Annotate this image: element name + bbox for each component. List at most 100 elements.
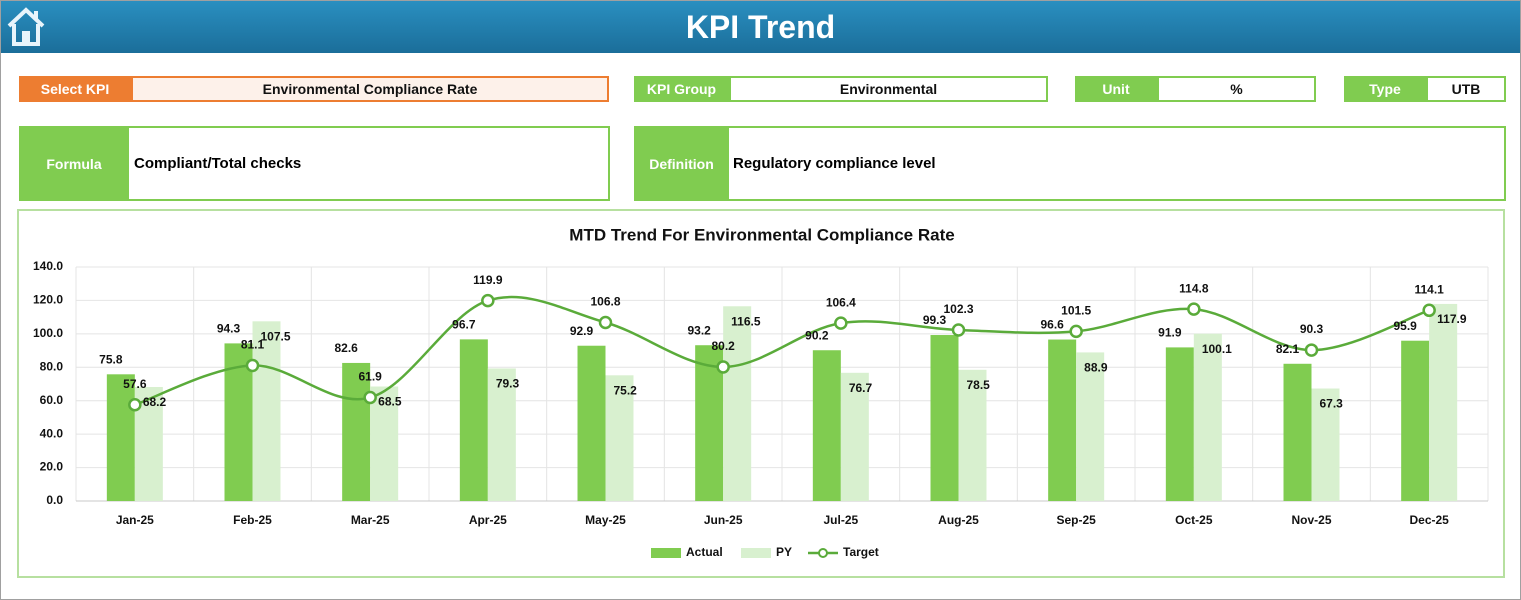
data-label: 93.2: [687, 323, 711, 337]
bar: [1311, 388, 1340, 501]
line-marker: [363, 390, 377, 405]
data-label: 102.3: [943, 302, 973, 316]
line-marker: [1069, 324, 1083, 339]
bar: [958, 369, 987, 501]
definition-box: [634, 126, 1506, 201]
data-label: 96.6: [1040, 318, 1064, 332]
bar: [1193, 333, 1222, 501]
bar: [106, 374, 135, 501]
data-label: 95.9: [1393, 319, 1417, 333]
x-tick-label: Jun-25: [704, 513, 743, 527]
data-label: 106.4: [826, 295, 856, 309]
field-label: Formula: [19, 126, 129, 201]
line-marker: [716, 360, 730, 374]
y-tick-label: 80.0: [40, 359, 64, 373]
x-tick-label: Sep-25: [1056, 513, 1096, 527]
data-label: 82.6: [334, 341, 358, 355]
data-label: 81.1: [241, 338, 265, 352]
data-label: 61.9: [358, 370, 382, 384]
data-label: 116.5: [731, 314, 761, 328]
data-label: 78.5: [967, 378, 991, 392]
bar: [459, 339, 488, 501]
data-label: 67.3: [1320, 397, 1344, 411]
bar: [1048, 339, 1077, 501]
data-label: 79.3: [496, 377, 520, 391]
data-label: 90.2: [805, 328, 829, 342]
data-label: 106.8: [590, 295, 620, 309]
field-label: KPI Group: [634, 76, 729, 102]
field-label: Select KPI: [19, 76, 131, 102]
x-tick-label: May-25: [585, 513, 626, 527]
data-label: 75.2: [614, 383, 638, 397]
data-label: 80.2: [711, 339, 735, 353]
bar: [1165, 347, 1194, 501]
line-marker: [1304, 343, 1319, 357]
field-label: Definition: [634, 126, 729, 201]
bar: [1429, 303, 1458, 501]
field-value: Compliant/Total checks: [134, 155, 302, 172]
line-marker: [481, 293, 495, 308]
data-label: 75.8: [99, 352, 123, 366]
data-label: 88.9: [1084, 361, 1108, 375]
y-tick-label: 40.0: [40, 426, 64, 440]
bar: [252, 321, 281, 501]
line: [134, 295, 1430, 406]
line-marker: [834, 316, 848, 330]
bar: [840, 372, 869, 501]
bar: [370, 386, 399, 501]
legend-swatch: [741, 548, 771, 558]
y-tick-label: 100.0: [33, 326, 63, 340]
chart-container: [17, 209, 1505, 578]
field-value: UTB: [1426, 76, 1506, 102]
line-marker: [1422, 303, 1436, 318]
bar: [723, 306, 752, 501]
home-icon[interactable]: [3, 4, 49, 50]
legend-label: Target: [843, 545, 879, 559]
bar: [1401, 340, 1430, 501]
data-label: 114.1: [1414, 282, 1444, 296]
data-label: 57.6: [123, 377, 147, 391]
bar: [577, 345, 606, 501]
chart-title: MTD Trend For Environmental Compliance R…: [569, 225, 954, 244]
y-tick-label: 120.0: [33, 293, 63, 307]
header: KPI Trend: [1, 1, 1520, 53]
bar: [342, 362, 371, 501]
y-tick-label: 60.0: [40, 393, 64, 407]
data-label: 68.5: [378, 395, 402, 409]
data-label: 100.1: [1202, 342, 1232, 356]
x-tick-label: Dec-25: [1409, 513, 1449, 527]
legend-swatch: [651, 548, 681, 558]
field-label: Unit: [1075, 76, 1157, 102]
data-label: 96.7: [452, 318, 476, 332]
bar: [1076, 352, 1105, 501]
x-tick-label: Oct-25: [1175, 513, 1213, 527]
line-marker: [128, 397, 142, 412]
legend-label: PY: [776, 545, 792, 559]
data-label: 94.3: [217, 322, 241, 336]
bar: [605, 375, 634, 501]
line-marker: [1187, 302, 1201, 316]
bar: [1283, 363, 1312, 501]
y-tick-label: 20.0: [40, 460, 64, 474]
y-tick-label: 140.0: [33, 259, 63, 273]
data-label: 92.9: [570, 324, 594, 338]
field-value: Environmental: [729, 76, 1048, 102]
line-marker: [598, 315, 613, 330]
field-value: %: [1157, 76, 1316, 102]
data-label: 119.9: [473, 273, 503, 287]
legend-swatch: [818, 548, 828, 558]
page-title: KPI Trend: [685, 9, 836, 45]
field-label: Type: [1344, 76, 1426, 102]
bar: [812, 350, 841, 501]
x-tick-label: Aug-25: [938, 513, 979, 527]
x-tick-label: Jul-25: [823, 513, 858, 527]
field-value: Regulatory compliance level: [733, 155, 936, 172]
data-label: 90.3: [1300, 322, 1324, 336]
y-tick-label: 0.0: [46, 493, 63, 507]
data-label: 114.8: [1179, 281, 1209, 295]
x-tick-label: Mar-25: [351, 513, 390, 527]
data-label: 68.2: [143, 395, 167, 409]
kpi-select[interactable]: Environmental Compliance Rate: [131, 76, 609, 102]
data-label: 76.7: [849, 381, 873, 395]
